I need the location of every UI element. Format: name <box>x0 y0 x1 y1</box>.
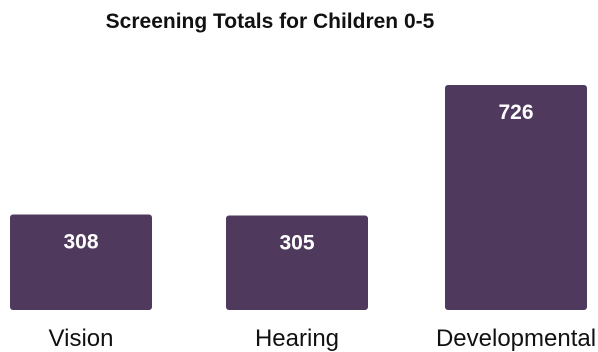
bar-hearing <box>226 215 368 310</box>
data-label-hearing: 305 <box>279 231 314 254</box>
data-label-vision: 308 <box>63 231 98 254</box>
x-tick-label-developmental: Developmental <box>436 325 596 352</box>
x-tick-label-vision: Vision <box>49 325 114 352</box>
chart-title: Screening Totals for Children 0-5 <box>105 10 435 33</box>
bar-developmental <box>445 85 587 310</box>
data-label-developmental: 726 <box>498 101 533 124</box>
x-tick-label-hearing: Hearing <box>255 325 339 352</box>
bar-vision <box>10 214 152 310</box>
